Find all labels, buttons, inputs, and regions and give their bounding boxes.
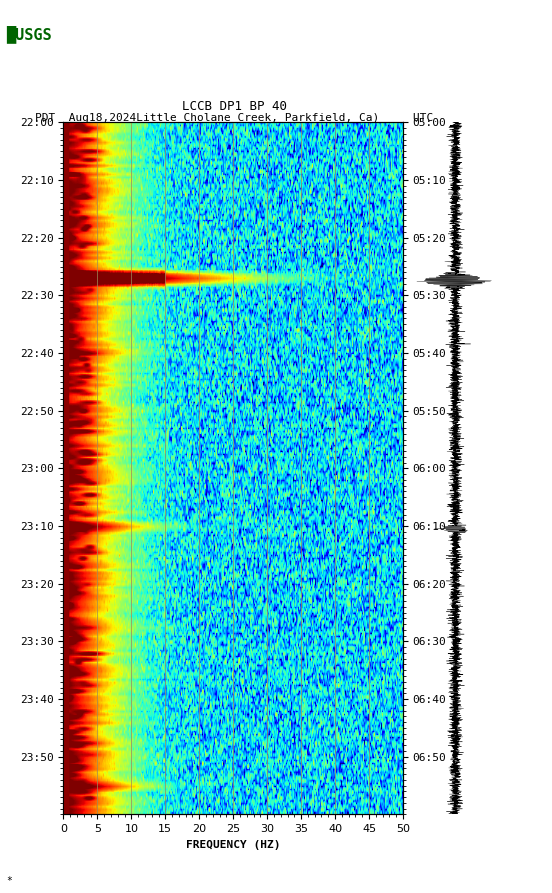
- Text: LCCB DP1 BP 40: LCCB DP1 BP 40: [182, 99, 287, 113]
- Text: *: *: [7, 876, 13, 886]
- Text: █USGS: █USGS: [7, 25, 52, 43]
- Text: PDT  Aug18,2024Little Cholane Creek, Parkfield, Ca)     UTC: PDT Aug18,2024Little Cholane Creek, Park…: [35, 113, 434, 123]
- X-axis label: FREQUENCY (HZ): FREQUENCY (HZ): [186, 839, 280, 850]
- Bar: [63, 122, 67, 814]
